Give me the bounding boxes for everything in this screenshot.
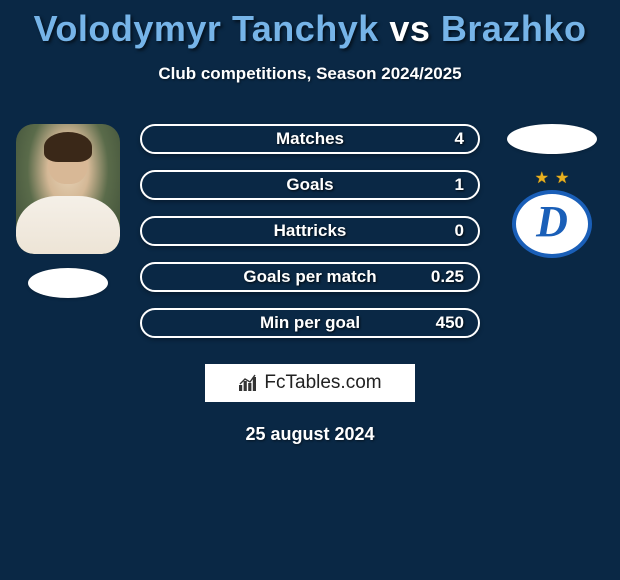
player1-photo [16, 124, 120, 254]
stat-bar: Min per goal450 [140, 308, 480, 338]
player1-name: Volodymyr Tanchyk [34, 8, 379, 49]
stat-bar: Matches4 [140, 124, 480, 154]
stat-bar-value: 0.25 [431, 264, 464, 290]
star-icon: ★ [535, 168, 549, 188]
player2-club-logo: ★ ★ D [500, 168, 604, 258]
star-icon: ★ [555, 168, 569, 188]
right-column: ★ ★ D [492, 124, 612, 258]
stat-bar-label: Min per goal [142, 310, 478, 336]
stat-bar-label: Goals [142, 172, 478, 198]
comparison-title: Volodymyr Tanchyk vs Brazhko [0, 0, 620, 50]
date-text: 25 august 2024 [0, 424, 620, 445]
stat-bar-value: 450 [436, 310, 464, 336]
brand-box: FcTables.com [203, 362, 417, 404]
stat-bar-value: 0 [455, 218, 464, 244]
stat-bar-label: Matches [142, 126, 478, 152]
stat-bar: Goals1 [140, 170, 480, 200]
left-column [8, 124, 128, 298]
club-stars: ★ ★ [535, 168, 570, 188]
stat-bar-label: Goals per match [142, 264, 478, 290]
stat-bar-value: 4 [455, 126, 464, 152]
club-shield: D [512, 190, 592, 258]
stat-bar-value: 1 [455, 172, 464, 198]
stat-bars: Matches4Goals1Hattricks0Goals per match0… [140, 124, 480, 338]
content-area: ★ ★ D Matches4 Goals1 Hattricks0 Goals per … [0, 124, 620, 338]
player2-photo-placeholder [507, 124, 597, 154]
subtitle: Club competitions, Season 2024/2025 [0, 64, 620, 84]
player1-club-logo-placeholder [28, 268, 108, 298]
stat-bar: Goals per match0.25 [140, 262, 480, 292]
player1-shirt [16, 196, 120, 254]
vs-text: vs [389, 8, 430, 49]
bar-chart-icon [238, 374, 258, 392]
stat-bar-label: Hattricks [142, 218, 478, 244]
brand-text: FcTables.com [264, 372, 381, 394]
club-shield-letter: D [536, 204, 568, 239]
stat-bar: Hattricks0 [140, 216, 480, 246]
player2-name: Brazhko [441, 8, 587, 49]
